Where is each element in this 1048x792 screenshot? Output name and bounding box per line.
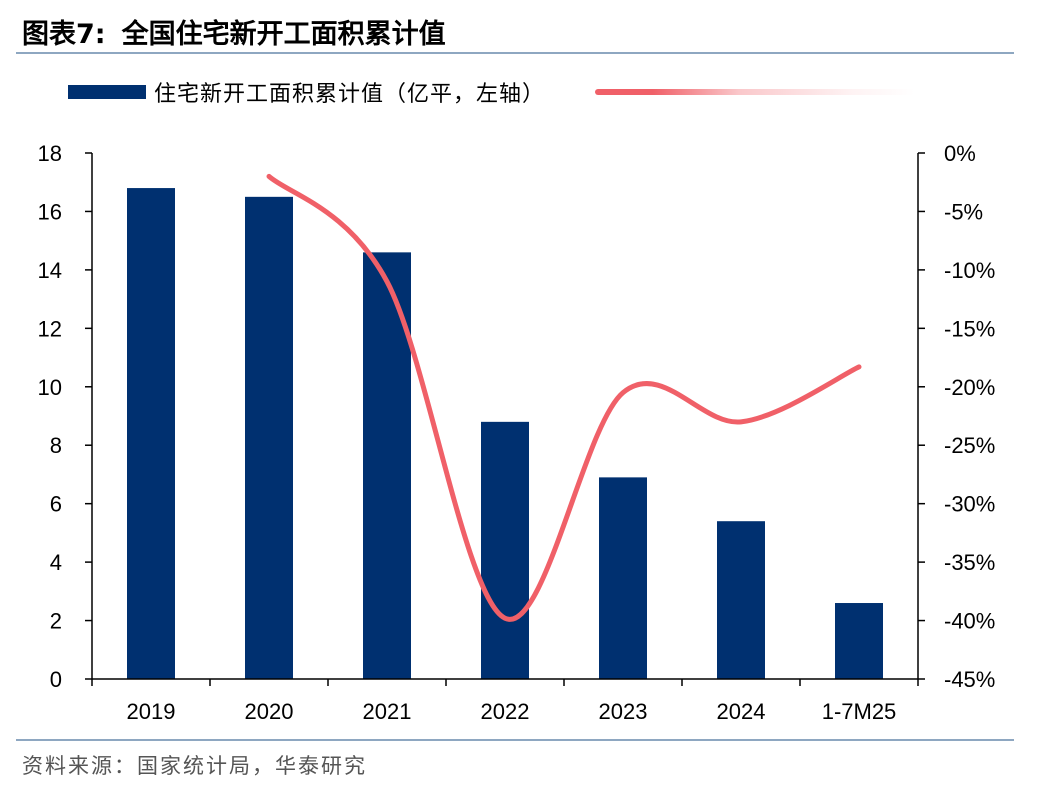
- y-right-tick-label: -45%: [944, 667, 995, 692]
- y-left-tick-label: 16: [38, 199, 62, 224]
- y-right-tick-label: -35%: [944, 550, 995, 575]
- source-note: 资料来源：国家统计局，华泰研究: [22, 754, 367, 778]
- bar-1-7M25: [835, 603, 883, 679]
- y-left-tick-label: 8: [50, 433, 62, 458]
- y-left-tick-label: 12: [38, 316, 62, 341]
- x-tick-label: 2019: [127, 699, 176, 724]
- y-right-tick-label: -30%: [944, 492, 995, 517]
- legend-bar-label: 住宅新开工面积累计值（亿平，左轴）: [154, 82, 546, 107]
- y-right-tick-label: -20%: [944, 375, 995, 400]
- y-left-tick-label: 10: [38, 375, 62, 400]
- y-right-tick-label: -15%: [944, 316, 995, 341]
- y-left-tick-label: 2: [50, 609, 62, 634]
- legend: 住宅新开工面积累计值（亿平，左轴）: [68, 76, 916, 108]
- x-tick-label: 2023: [599, 699, 648, 724]
- x-tick-label: 2022: [481, 699, 530, 724]
- y-left-tick-label: 6: [50, 492, 62, 517]
- bar-2020: [245, 196, 293, 680]
- legend-line-swatch: [595, 89, 916, 95]
- y-right-tick-label: -5%: [944, 199, 983, 224]
- yoy-line: [266, 173, 862, 622]
- bar-2023: [599, 477, 647, 679]
- x-tick-label: 1-7M25: [822, 699, 897, 724]
- bar-2019: [127, 188, 175, 680]
- y-left-tick-label: 14: [38, 258, 62, 283]
- y-right-tick-label: -10%: [944, 258, 995, 283]
- bar-2024: [717, 521, 765, 679]
- legend-bar-swatch: [68, 85, 146, 99]
- x-tick-label: 2020: [245, 699, 294, 724]
- title-divider: [16, 52, 1014, 54]
- y-left-tick-label: 4: [50, 550, 62, 575]
- x-tick-label: 2021: [363, 699, 412, 724]
- y-right-tick-label: 0%: [944, 141, 976, 166]
- source-divider: [16, 739, 1014, 741]
- figure-number: 图表7:: [22, 19, 106, 50]
- bar-2022: [481, 421, 529, 679]
- y-right-tick-label: -40%: [944, 609, 995, 634]
- figure-title-text: 全国住宅新开工面积累计值: [121, 19, 446, 50]
- chart-title: 图表7: 全国住宅新开工面积累计值: [22, 12, 446, 51]
- y-right-tick-label: -25%: [944, 433, 995, 458]
- y-left-tick-label: 18: [38, 141, 62, 166]
- x-tick-label: 2024: [717, 699, 766, 724]
- y-left-tick-label: 0: [50, 667, 62, 692]
